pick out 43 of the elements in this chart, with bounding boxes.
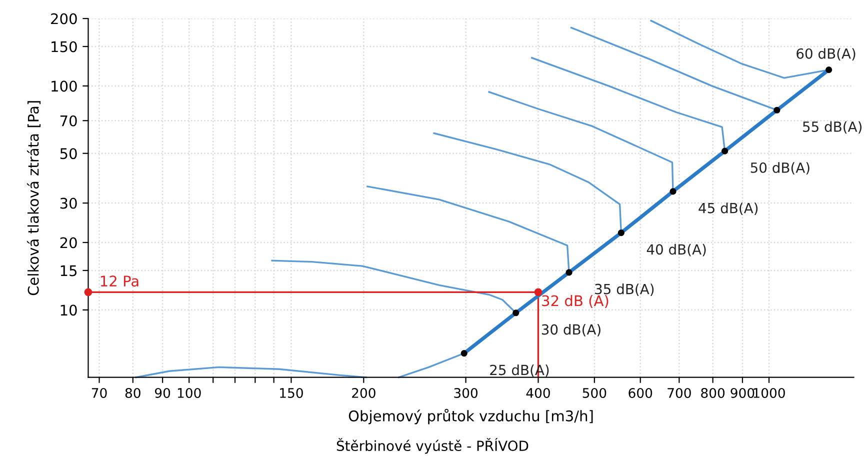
y-tick-label: 100 xyxy=(52,80,77,92)
point xyxy=(618,229,624,236)
x-tick-label: 800 xyxy=(701,388,725,398)
x-tick-label: 90 xyxy=(154,388,170,398)
point xyxy=(826,66,832,74)
y-tick-label: 50 xyxy=(60,148,77,160)
y-tick-label: 10 xyxy=(60,304,77,316)
annotation: 30 dB(A) xyxy=(542,324,600,336)
x-tick-label: 80 xyxy=(125,388,140,398)
x-tick-label: 1000 xyxy=(754,388,785,398)
point xyxy=(670,188,676,195)
annotation: 32 dB (A) xyxy=(542,294,608,308)
point xyxy=(460,350,468,357)
point xyxy=(774,106,780,114)
x-tick-label: 900 xyxy=(730,388,754,398)
x-tick-label: 200 xyxy=(352,388,376,398)
x-tick-label: 100 xyxy=(178,388,201,398)
x-axis-title: Objemový průtok vzduchu [m3/h] xyxy=(348,408,593,424)
y-axis-title: Celková tlaková ztráta [Pa] xyxy=(26,101,41,296)
annotation: 60 dB(A) xyxy=(796,48,856,60)
x-tick-label: 150 xyxy=(280,388,303,398)
y-tick-label: 200 xyxy=(51,13,77,24)
annotation: 45 dB(A) xyxy=(698,202,758,215)
annotation: 40 dB(A) xyxy=(646,244,706,256)
x-tick-label: 500 xyxy=(582,388,606,398)
point xyxy=(512,310,520,316)
y-tick-label: 70 xyxy=(60,115,77,126)
y-tick-label: 150 xyxy=(52,41,77,52)
y-tick-label: 15 xyxy=(60,265,77,276)
y-tick-label: 30 xyxy=(60,198,77,209)
x-tick-label: 300 xyxy=(454,388,478,398)
text: Štěrbinové vyústě - PŘÍVOD xyxy=(336,438,528,454)
annotation: 55 dB(A) xyxy=(803,121,862,134)
point xyxy=(722,148,728,154)
annotation: 50 dB(A) xyxy=(750,162,810,175)
x-tick-label: 700 xyxy=(668,388,691,398)
annotation: 35 dB(A) xyxy=(595,284,654,296)
x-tick-label: 600 xyxy=(628,388,652,398)
point xyxy=(566,269,572,276)
x-tick-label: 70 xyxy=(92,388,107,398)
y-tick-label: 20 xyxy=(60,237,77,248)
annotation: 12 Pa xyxy=(100,276,138,287)
x-tick-label: 400 xyxy=(526,388,550,398)
